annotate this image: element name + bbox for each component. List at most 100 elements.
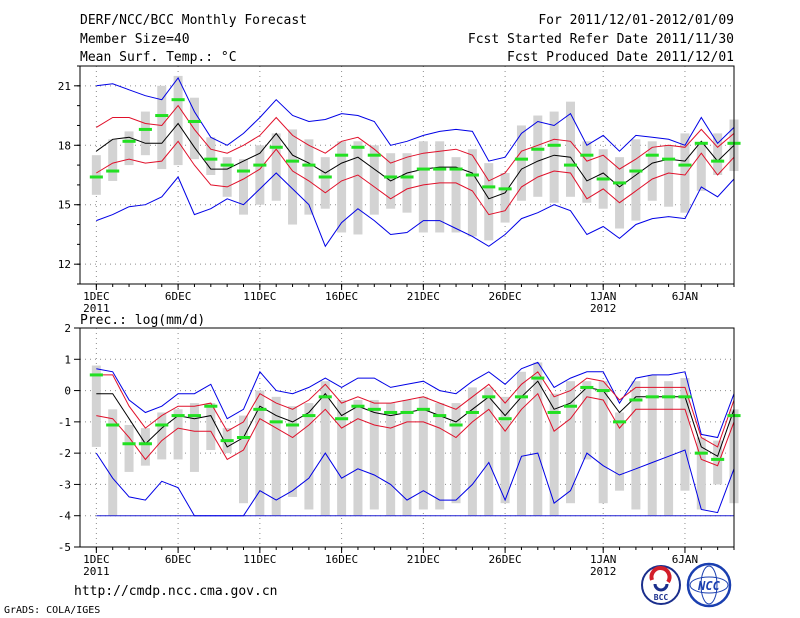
precip-spread-box — [255, 390, 265, 516]
temp-ytick-label: 21 — [58, 80, 71, 93]
temp-spread-box — [435, 141, 445, 233]
precip-median-mark — [138, 442, 152, 446]
precip-spread-box — [598, 381, 608, 504]
temperature-spread-boxes — [91, 75, 739, 241]
precip-ylabel: Prec.: log(mm/d) — [80, 313, 205, 328]
precip-spread-box — [647, 374, 657, 516]
precip-xtick-label: 11DEC — [243, 553, 276, 566]
precip-median-mark — [384, 410, 398, 414]
temp-spread-box — [680, 133, 690, 213]
precip-median-mark — [662, 395, 676, 399]
temp-spread-box — [631, 139, 641, 221]
temp-median-mark — [204, 157, 218, 161]
precip-ytick-label: 0 — [64, 385, 71, 398]
precip-ytick-label: -3 — [58, 478, 71, 491]
temp-envelope-low-line — [96, 172, 735, 248]
temp-spread-box — [500, 173, 510, 223]
precip-ytick-label: -5 — [58, 541, 71, 554]
temp-xtick-year: 2011 — [83, 302, 110, 315]
temp-median-mark — [400, 175, 414, 179]
temp-spread-box — [189, 97, 199, 160]
precip-spread-box — [402, 399, 412, 516]
precip-envelope-low-line — [95, 449, 735, 517]
precip-median-mark — [449, 423, 463, 427]
precip-median-mark — [531, 376, 545, 380]
temp-spread-box — [108, 139, 118, 181]
bcc-logo-label: BCC — [654, 593, 669, 602]
temp-spread-box — [647, 141, 657, 201]
temp-spread-box — [582, 141, 592, 203]
precip-median-mark — [286, 423, 300, 427]
temp-spread-box — [140, 111, 150, 156]
precip-spread-box — [239, 415, 248, 504]
forecast-period-label: For 2011/12/01-2012/01/09 — [538, 13, 734, 28]
temp-median-mark — [335, 153, 349, 157]
precip-spread-box — [435, 403, 445, 510]
precip-median-mark — [269, 420, 283, 424]
temp-xtick-year: 2012 — [590, 302, 617, 315]
precip-spread-box — [369, 399, 379, 510]
precip-median-mark — [613, 420, 627, 424]
temp-median-mark — [613, 181, 627, 185]
precip-ensemble-mean-line — [96, 380, 735, 458]
precip-spread-box — [91, 365, 101, 447]
ncc-logo: NCC — [686, 562, 732, 608]
precip-median-mark — [89, 373, 103, 377]
precip-lines — [95, 361, 735, 517]
precip-spread-box — [320, 381, 330, 516]
precip-median-mark — [416, 407, 430, 411]
precip-median-mark — [155, 423, 169, 427]
precip-spread-box — [713, 440, 723, 485]
temp-xtick-label: 26DEC — [489, 290, 522, 303]
temp-median-mark — [106, 169, 120, 173]
temp-spread-box — [451, 157, 461, 233]
temp-xtick-label: 11DEC — [243, 290, 276, 303]
precip-spread-box — [386, 403, 396, 516]
temp-median-mark — [629, 169, 643, 173]
temp-median-mark — [155, 114, 169, 118]
temp-median-mark — [253, 163, 267, 167]
temp-std-high-line — [96, 104, 735, 182]
precip-spread-box — [566, 381, 575, 504]
precip-xtick-year: 2012 — [590, 565, 617, 578]
precip-spread-box — [288, 406, 298, 497]
temp-xtick-label: 1JAN — [590, 290, 617, 303]
temp-median-mark — [236, 169, 251, 173]
precip-xtick-year: 2011 — [83, 565, 110, 578]
precip-median-mark — [694, 451, 708, 455]
precip-spread-box — [108, 409, 118, 516]
precip-ytick-label: 2 — [64, 322, 71, 335]
ncc-logo-label: NCC — [697, 579, 720, 593]
precip-median-mark — [596, 389, 610, 393]
precip-median-mark — [335, 417, 349, 421]
precip-median-marks — [89, 373, 741, 461]
precip-median-mark — [204, 404, 218, 408]
temp-median-mark — [351, 145, 365, 149]
temp-envelope-high-line — [96, 76, 735, 162]
precip-median-mark — [122, 442, 136, 446]
temp-spread-box — [271, 133, 281, 201]
temp-median-mark — [662, 157, 676, 161]
temp-spread-box — [566, 101, 575, 197]
temp-ensemble-mean-line — [96, 122, 735, 200]
precip-spread-box — [615, 412, 625, 491]
precip-median-mark — [711, 457, 725, 461]
precip-median-mark — [106, 423, 120, 427]
precip-spread-box — [631, 381, 641, 510]
temp-spread-box — [157, 85, 167, 170]
temp-spread-box — [713, 133, 723, 175]
precipitation-panel: Prec.: log(mm/d) -5-4-3-2-10121DEC20116D… — [58, 313, 741, 578]
temp-xtick-label: 6DEC — [165, 290, 192, 303]
temp-spread-box — [91, 155, 101, 195]
precip-spread-box — [664, 381, 674, 516]
temp-spread-box — [124, 131, 134, 166]
precip-spread-box — [271, 396, 281, 516]
precip-median-mark — [678, 395, 692, 399]
precip-spread-box — [206, 403, 216, 451]
precip-xtick-label: 1JAN — [590, 553, 617, 566]
precip-spread-boxes — [91, 362, 739, 516]
precip-median-mark — [236, 436, 251, 439]
precip-spread-box — [680, 378, 690, 491]
